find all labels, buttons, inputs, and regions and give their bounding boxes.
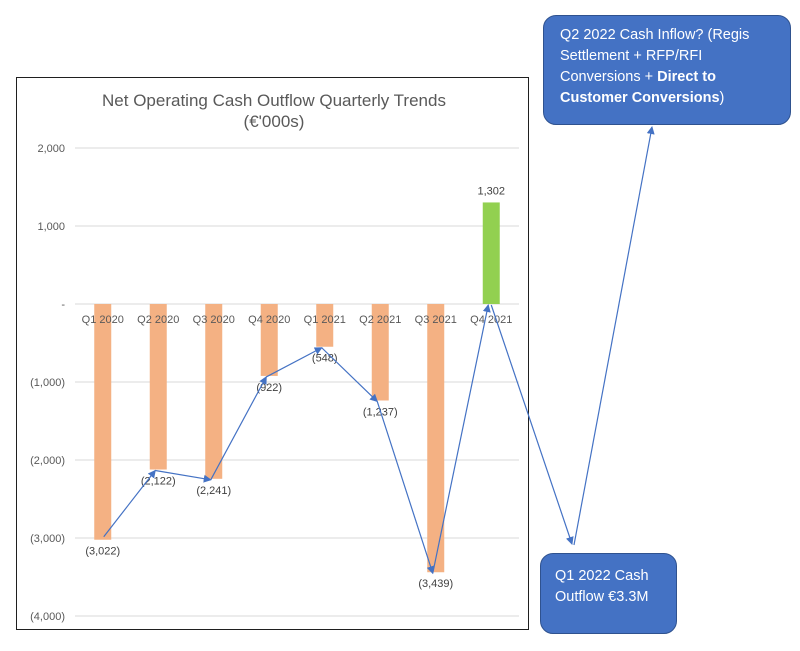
bar-q3-2021 [427, 304, 445, 573]
data-label: (1,237) [363, 406, 398, 418]
y-tick-label: (2,000) [30, 455, 65, 467]
y-tick-label: (4,000) [30, 611, 65, 623]
bar-q2-2020 [149, 304, 167, 470]
callout-bottom-text: Q1 2022 Cash Outflow €3.3M [555, 568, 649, 605]
bar-chart: Net Operating Cash Outflow Quarterly Tre… [30, 91, 519, 623]
chart-title: Net Operating Cash Outflow Quarterly Tre… [102, 91, 446, 110]
data-label: (3,022) [85, 546, 120, 558]
y-tick-label: - [61, 299, 65, 311]
bar-q1-2021 [316, 304, 334, 347]
callout-top-end-text: ) [719, 90, 725, 106]
x-category-label: Q4 2020 [248, 314, 290, 326]
callout-top-text: Q2 2022 Cash Inflow? (Regis Settlement +… [560, 27, 750, 85]
bar-q4-2021 [482, 202, 500, 304]
x-category-label: Q2 2021 [359, 314, 401, 326]
callout-top-bold-text: Direct to Customer Conversions [560, 69, 720, 106]
data-label: (2,122) [141, 476, 176, 488]
data-label: (3,439) [418, 578, 453, 590]
q1-2022-outflow-callout: Q1 2022 Cash Outflow €3.3M [540, 553, 677, 634]
x-category-label: Q2 2020 [137, 314, 179, 326]
data-label: (922) [256, 382, 282, 394]
x-category-label: Q1 2020 [82, 314, 124, 326]
chart-frame: Net Operating Cash Outflow Quarterly Tre… [16, 77, 529, 630]
data-label: (2,241) [196, 485, 231, 497]
arrow-to-q2-2022 [573, 126, 655, 546]
data-label: 1,302 [477, 185, 505, 197]
x-category-label: Q3 2020 [193, 314, 235, 326]
x-category-label: Q1 2021 [304, 314, 346, 326]
x-category-label: Q4 2021 [470, 314, 512, 326]
chart-subtitle: (€'000s) [244, 112, 305, 131]
y-tick-label: 1,000 [37, 221, 65, 233]
y-tick-label: (3,000) [30, 533, 65, 545]
y-tick-label: 2,000 [37, 143, 65, 155]
bar-q3-2020 [205, 304, 223, 479]
q2-2022-inflow-callout: Q2 2022 Cash Inflow? (Regis Settlement +… [543, 15, 791, 125]
data-label: (548) [312, 353, 338, 365]
x-category-label: Q3 2021 [415, 314, 457, 326]
y-tick-label: (1,000) [30, 377, 65, 389]
bar-q1-2020 [94, 304, 112, 540]
